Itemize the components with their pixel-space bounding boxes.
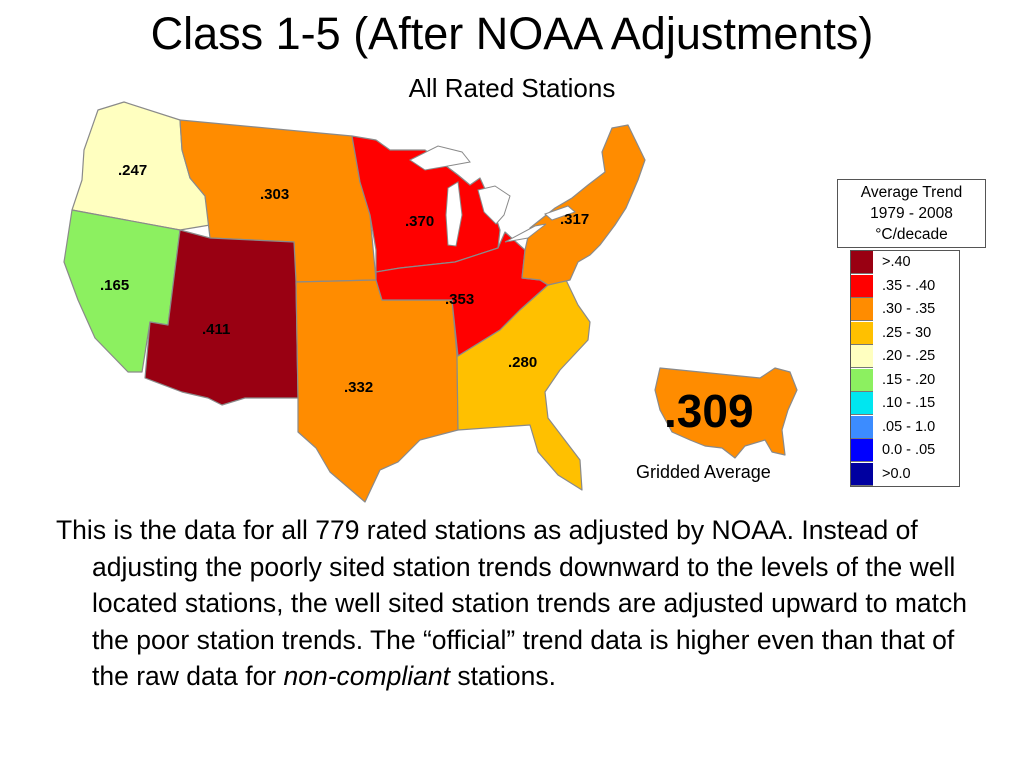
body-text-end: stations.	[449, 661, 557, 691]
region-label-northern-rockies-plains: .303	[260, 186, 289, 203]
gridded-average-map	[654, 367, 798, 459]
lake-erie	[504, 223, 547, 243]
body-paragraph: This is the data for all 779 rated stati…	[56, 512, 968, 695]
legend-row: 0.0 - .05	[851, 439, 959, 462]
legend-label: .15 - .20	[882, 371, 936, 388]
region-upper-midwest	[351, 135, 501, 273]
legend-swatch	[851, 462, 873, 486]
legend-row: .05 - 1.0	[851, 415, 959, 439]
legend-swatch	[851, 368, 873, 392]
legend-row: .35 - .40	[851, 274, 959, 298]
legend-row: >0.0	[851, 462, 959, 486]
legend-swatch	[851, 251, 873, 274]
region-label-west: .165	[100, 277, 129, 294]
legend-title-line: °C/decade	[875, 226, 948, 243]
legend-swatch	[851, 298, 873, 321]
legend-title-line: 1979 - 2008	[870, 205, 953, 222]
legend-label: .20 - .25	[882, 348, 936, 364]
slide-subtitle: All Rated Stations	[408, 73, 616, 103]
gridded-average-value: .309	[664, 385, 754, 437]
legend-row: .20 - .25	[851, 345, 959, 368]
legend-label: .30 - .35	[882, 301, 936, 317]
region-label-upper-midwest: .370	[405, 213, 434, 230]
lake-huron	[477, 185, 511, 225]
lake-michigan	[445, 181, 463, 247]
legend-swatch	[851, 345, 873, 368]
legend-label: >.40	[882, 254, 911, 270]
region-southwest	[144, 229, 299, 406]
legend-label: .10 - .15	[882, 395, 936, 411]
legend-swatch	[851, 439, 873, 462]
legend-row: .15 - .20	[851, 368, 959, 392]
region-label-southwest: .411	[202, 321, 230, 338]
region-label-northeast: .317	[560, 211, 589, 228]
region-northeast	[521, 124, 646, 286]
gridded-average-caption: Gridded Average	[636, 462, 771, 482]
legend-row: .10 - .15	[851, 392, 959, 415]
legend-label: .05 - 1.0	[882, 418, 936, 435]
legend-row: .25 - 30	[851, 321, 959, 345]
region-label-northwest: .247	[118, 162, 147, 179]
lake-ontario	[544, 205, 576, 221]
legend-swatch	[851, 392, 873, 415]
legend-row: >.40	[851, 251, 959, 274]
legend-swatch	[851, 415, 873, 439]
slide-title: Class 1-5 (After NOAA Adjustments)	[150, 8, 874, 59]
body-text-main: This is the data for all 779 rated stati…	[56, 515, 967, 691]
lake-superior	[409, 145, 471, 171]
region-south	[295, 279, 459, 503]
body-text-emphasis: non-compliant	[283, 661, 450, 691]
region-label-south: .332	[344, 379, 373, 396]
legend-title: Average Trend 1979 - 2008 °C/decade	[837, 179, 986, 248]
region-label-southeast: .280	[508, 354, 537, 371]
legend-row: .30 - .35	[851, 298, 959, 321]
legend-label: >0.0	[882, 465, 911, 482]
legend-swatch	[851, 274, 873, 298]
legend-title-line: Average Trend	[860, 184, 963, 201]
legend-label: .25 - 30	[882, 324, 932, 341]
legend-label: 0.0 - .05	[882, 442, 936, 458]
legend-color-scale: >.40 .35 - .40 .30 - .35 .25 - 30 .20 - .25.…	[850, 250, 960, 487]
region-label-ohio-valley: .353	[445, 291, 474, 308]
legend-label: .35 - .40	[882, 277, 936, 294]
legend-swatch	[851, 321, 873, 345]
